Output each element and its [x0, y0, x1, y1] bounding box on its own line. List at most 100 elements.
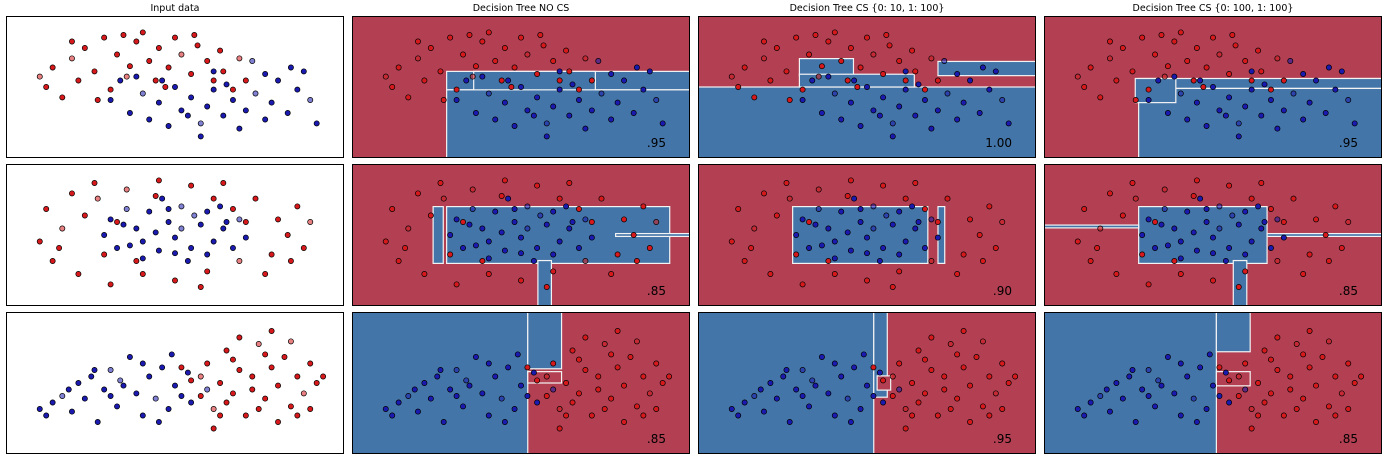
point-class-1: [511, 219, 518, 225]
point-class-1: [88, 373, 95, 380]
point-class-0: [294, 412, 301, 419]
point-class-1: [588, 234, 595, 241]
point-class-1: [1210, 382, 1216, 389]
point-class-0: [741, 258, 748, 264]
point-class-0: [1287, 386, 1294, 393]
point-class-1: [659, 120, 666, 127]
column-title-0: Input data: [150, 3, 199, 14]
point-class-0: [1129, 68, 1136, 75]
accuracy-score: .85: [647, 284, 666, 298]
point-class-1: [1313, 77, 1319, 84]
point-class-0: [1306, 251, 1313, 258]
point-class-0: [960, 364, 967, 371]
point-class-1: [1161, 206, 1168, 212]
point-class-1: [793, 232, 800, 238]
point-class-0: [922, 356, 928, 363]
point-class-0: [1300, 351, 1307, 358]
point-class-1: [524, 203, 531, 210]
point-class-1: [1119, 395, 1126, 402]
point-class-1: [485, 90, 492, 97]
point-class-1: [976, 110, 983, 116]
point-class-1: [922, 245, 928, 251]
point-class-1: [146, 208, 153, 215]
point-class-0: [1097, 94, 1104, 101]
region-class-0-patch: [1215, 371, 1251, 387]
point-class-0: [1248, 425, 1255, 432]
point-class-0: [230, 86, 236, 93]
point-class-1: [405, 393, 412, 399]
point-class-1: [909, 203, 916, 210]
point-class-1: [1158, 382, 1165, 389]
point-class-0: [210, 77, 217, 84]
point-class-1: [191, 212, 198, 219]
point-class-0: [1248, 77, 1255, 84]
point-class-1: [236, 216, 243, 223]
point-class-0: [194, 42, 201, 49]
point-class-0: [947, 406, 954, 412]
point-class-1: [440, 419, 447, 425]
point-class-0: [543, 373, 550, 380]
point-class-1: [518, 84, 524, 90]
point-class-0: [75, 271, 82, 277]
point-class-0: [524, 364, 531, 371]
point-class-0: [1345, 219, 1352, 225]
point-class-1: [954, 116, 961, 123]
point-class-0: [1119, 212, 1126, 219]
point-class-1: [857, 206, 864, 212]
point-class-0: [49, 64, 56, 71]
region-class-1: [537, 259, 553, 306]
point-class-0: [427, 212, 434, 219]
point-class-1: [1197, 77, 1204, 84]
point-class-0: [915, 347, 922, 354]
panel-r0-c3: .95: [1044, 16, 1382, 158]
accuracy-score: .85: [647, 432, 666, 446]
point-class-1: [197, 120, 204, 127]
point-class-1: [262, 71, 269, 77]
point-class-0: [1139, 34, 1146, 41]
point-class-1: [1338, 68, 1345, 75]
point-class-0: [405, 94, 412, 101]
point-class-1: [1216, 203, 1223, 210]
point-class-1: [1261, 219, 1268, 225]
point-class-1: [735, 412, 742, 419]
point-class-0: [1313, 216, 1319, 223]
point-class-1: [1177, 360, 1184, 367]
point-class-1: [126, 242, 133, 249]
point-class-0: [1145, 86, 1152, 93]
point-class-0: [1161, 73, 1168, 80]
point-class-1: [94, 419, 101, 425]
point-class-1: [117, 377, 124, 384]
point-class-1: [864, 382, 870, 389]
point-class-0: [197, 393, 204, 399]
point-class-0: [126, 63, 133, 70]
point-class-1: [511, 206, 518, 212]
point-class-1: [1268, 245, 1274, 251]
point-class-0: [595, 373, 602, 380]
point-class-0: [896, 360, 903, 367]
point-class-0: [534, 182, 541, 189]
column-title-3: Decision Tree CS {0: 100, 1: 100}: [1133, 3, 1294, 14]
point-class-0: [255, 341, 262, 347]
point-class-1: [1203, 206, 1210, 212]
point-class-1: [268, 99, 275, 106]
point-class-1: [1184, 208, 1191, 215]
point-class-0: [188, 182, 195, 189]
point-class-0: [43, 206, 50, 212]
point-class-1: [912, 225, 919, 232]
point-class-1: [883, 212, 890, 219]
point-class-0: [880, 377, 887, 384]
point-class-0: [640, 373, 647, 380]
point-class-1: [1222, 369, 1229, 376]
point-class-0: [934, 219, 941, 225]
point-class-0: [534, 71, 541, 77]
point-class-1: [1113, 380, 1120, 386]
point-class-1: [1139, 232, 1146, 238]
point-class-0: [563, 47, 570, 54]
point-class-0: [847, 45, 854, 51]
region-class-1: [1044, 224, 1140, 229]
point-class-1: [928, 216, 935, 223]
point-class-0: [621, 419, 627, 425]
point-class-0: [1274, 334, 1281, 341]
point-class-0: [294, 203, 301, 210]
point-class-0: [1255, 412, 1262, 419]
